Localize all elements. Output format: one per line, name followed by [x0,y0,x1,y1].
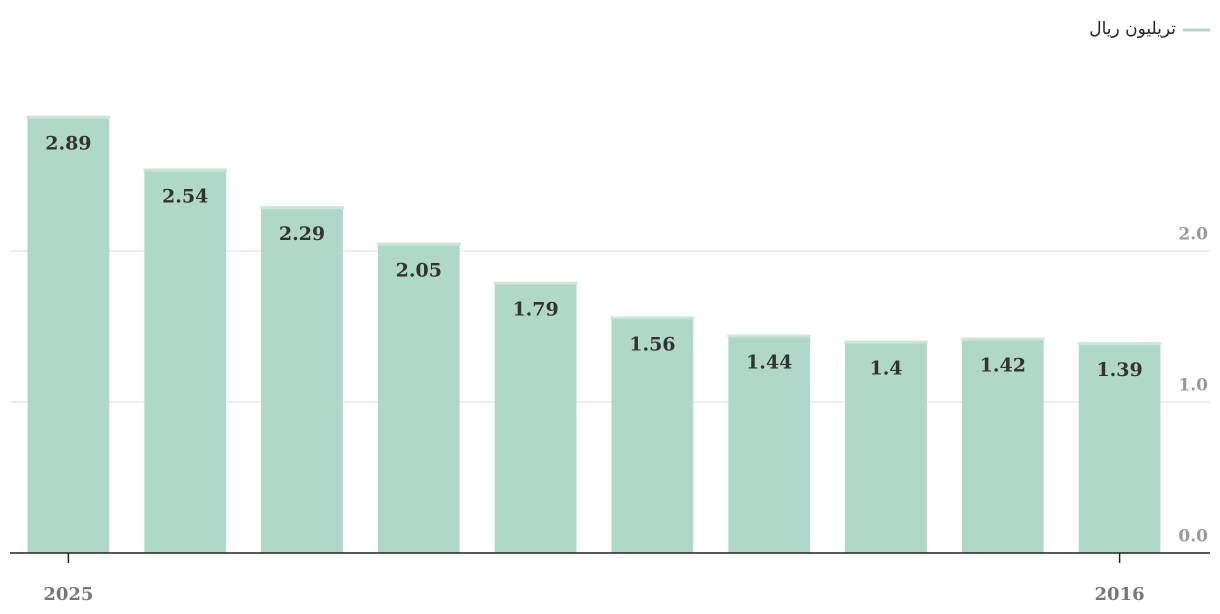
value-label: 2.54 [162,185,208,207]
value-label: 1.4 [869,358,902,380]
bar-cap [26,115,111,119]
bar [144,169,227,553]
bar-cap [376,242,461,246]
bar-cap [260,206,344,210]
y-tick-label: 0.0 [1178,527,1208,547]
bar-cap [493,281,578,285]
value-label: 1.42 [980,355,1026,377]
value-label: 1.56 [629,333,675,355]
bar [27,116,110,554]
x-tick-label: 2025 [43,584,93,605]
bar [261,207,343,553]
legend-label: تریلیون ریال [1089,19,1176,39]
value-label: 2.29 [279,223,325,245]
bar [961,338,1044,553]
y-tick-label: 1.0 [1178,376,1208,396]
bar-cap [1077,342,1162,346]
bar-cap [727,334,812,338]
y-tick-label: 2.0 [1178,225,1208,245]
value-label: 1.44 [746,352,792,374]
bar-cap [960,337,1045,341]
bar-cap [610,316,695,320]
bar [845,341,927,553]
bar-cap [844,340,928,344]
value-label: 2.05 [396,259,442,281]
value-label: 1.79 [512,299,558,321]
bar [377,243,460,553]
bar-cap [143,168,228,172]
x-tick-label: 2016 [1095,584,1145,605]
bar [1078,343,1161,553]
bar [728,335,811,553]
value-label: 1.39 [1096,359,1142,381]
value-label: 2.89 [45,133,91,155]
bar [611,317,694,553]
bar [494,282,577,553]
